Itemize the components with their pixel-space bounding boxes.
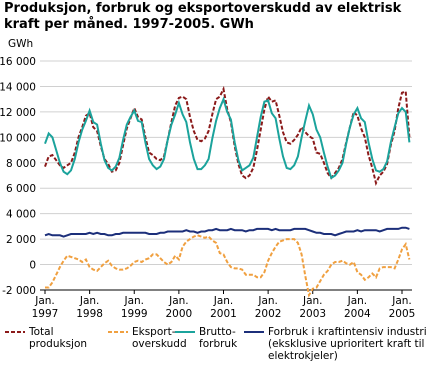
series-line [44, 226, 410, 238]
y-axis-label: GWh [8, 38, 33, 50]
series-line [44, 96, 411, 180]
chart-title: Produksjon, forbruk og eksportoverskudd … [4, 1, 402, 32]
legend-entry: Brutto-forbruk [174, 326, 251, 350]
legend-label: Forbruk i kraftintensiv industri (eksklu… [268, 326, 426, 362]
y-tick-label: 0 [29, 260, 36, 272]
legend: Total produksjon Eksport-overskudd Brutto-… [0, 326, 426, 378]
x-tick-label: Jan. 2002 [255, 295, 282, 320]
legend-label: Eksport-overskudd [132, 326, 187, 350]
x-tick-label: Jan. 1998 [76, 295, 103, 320]
y-tick-label: 4 000 [6, 209, 36, 221]
legend-swatch [5, 331, 25, 333]
x-tick-label: Jan. 2003 [299, 295, 326, 320]
legend-swatch [244, 331, 264, 333]
y-tick-label: 8 000 [6, 158, 36, 170]
legend-entry: Total produksjon [4, 326, 91, 350]
x-tick-label: Jan. 1999 [121, 295, 148, 320]
legend-label: Total produksjon [29, 326, 88, 350]
legend-entry: Forbruk i kraftintensiv industri (eksklu… [243, 326, 426, 362]
y-tick-label: 10 000 [0, 132, 36, 144]
legend-label: Brutto-forbruk [199, 326, 238, 350]
y-tick-label: -2 000 [2, 285, 36, 297]
y-tick-label: 6 000 [6, 183, 36, 195]
legend-swatch [175, 331, 195, 333]
series-line [45, 234, 411, 298]
x-tick-label: Jan. 1997 [32, 295, 59, 320]
chart: GWh -2 000 0 2 000 4 000 6 000 8 000 10 000 12 … [0, 38, 416, 320]
x-tick-label: Jan. 2004 [344, 295, 371, 320]
x-tick-label: Jan. 2000 [166, 295, 193, 320]
y-tick-label: 14 000 [0, 81, 36, 93]
x-tick-label: Jan. 2005 [389, 295, 416, 320]
y-tick-label: 12 000 [0, 107, 36, 119]
x-tick-label: Jan. 2001 [210, 295, 237, 320]
legend-entry: Eksport-overskudd [107, 326, 190, 350]
legend-swatch [108, 331, 128, 333]
y-tick-label: 16 000 [0, 56, 36, 68]
y-tick-label: 2 000 [6, 234, 36, 246]
